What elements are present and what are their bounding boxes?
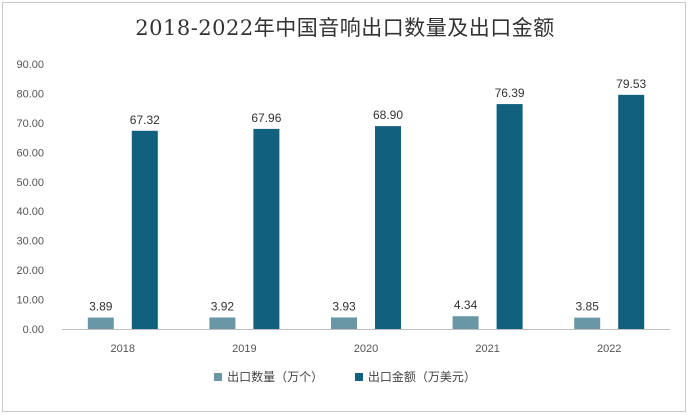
bar-export-value: [253, 128, 280, 329]
data-label: 4.34: [454, 298, 478, 312]
data-label: 3.93: [332, 299, 356, 313]
bar-export-value: [375, 126, 401, 329]
legend: 出口数量（万个） 出口金额（万美元）: [0, 368, 690, 385]
bar-export-quantity: [209, 317, 236, 329]
bar-export-value: [618, 94, 645, 329]
data-label: 67.32: [130, 113, 160, 127]
bar-export-value: [496, 104, 523, 330]
y-tick-label: 50.00: [16, 177, 44, 189]
data-label: 3.85: [576, 300, 600, 314]
x-tick-label: 2021: [475, 343, 499, 355]
x-tick-label: 2022: [597, 343, 621, 355]
data-label: 67.96: [251, 111, 281, 125]
data-label: 3.89: [89, 300, 113, 314]
x-axis: 2018 2019 2020 2021 2022: [62, 329, 670, 355]
legend-label-1: 出口金额（万美元）: [367, 370, 476, 384]
data-label: 68.90: [373, 108, 403, 122]
legend-item-series-0: 出口数量（万个）: [214, 368, 323, 385]
y-tick-label: 10.00: [16, 295, 44, 307]
bar-export-quantity: [574, 317, 601, 329]
legend-swatch-0: [214, 373, 223, 381]
data-label: 3.92: [211, 299, 235, 313]
data-label: 76.39: [495, 86, 525, 100]
y-tick-label: 30.00: [16, 236, 44, 248]
bar-export-quantity: [452, 316, 479, 329]
y-tick-label: 70.00: [16, 118, 44, 130]
legend-swatch-1: [354, 373, 363, 381]
bars: 3.89 67.32 3.92 67.96 3.93 68.90 4.34 76.39 3.85…: [87, 77, 647, 330]
x-tick-label: 2020: [354, 343, 378, 355]
chart-title: 2018-2022年中国音响出口数量及出口金额: [135, 16, 555, 40]
y-tick-label: 0.00: [23, 324, 44, 336]
data-label: 79.53: [616, 77, 646, 91]
bar-export-quantity: [331, 317, 357, 329]
chart-frame: [2, 2, 686, 412]
y-tick-label: 90.00: [16, 59, 44, 71]
y-tick-label: 60.00: [16, 147, 44, 159]
legend-item-series-1: 出口金额（万美元）: [354, 368, 476, 385]
bar-export-value: [131, 130, 158, 329]
x-tick-label: 2018: [111, 343, 135, 355]
bar-export-quantity: [87, 317, 114, 329]
y-tick-label: 40.00: [16, 206, 44, 218]
y-tick-label: 20.00: [16, 265, 44, 277]
x-tick-label: 2019: [232, 343, 256, 355]
y-axis: 0.00 10.00 20.00 30.00 40.00 50.00 60.00 70.00 8…: [16, 59, 44, 336]
legend-label-0: 出口数量（万个）: [227, 370, 324, 384]
y-tick-label: 80.00: [16, 88, 44, 100]
